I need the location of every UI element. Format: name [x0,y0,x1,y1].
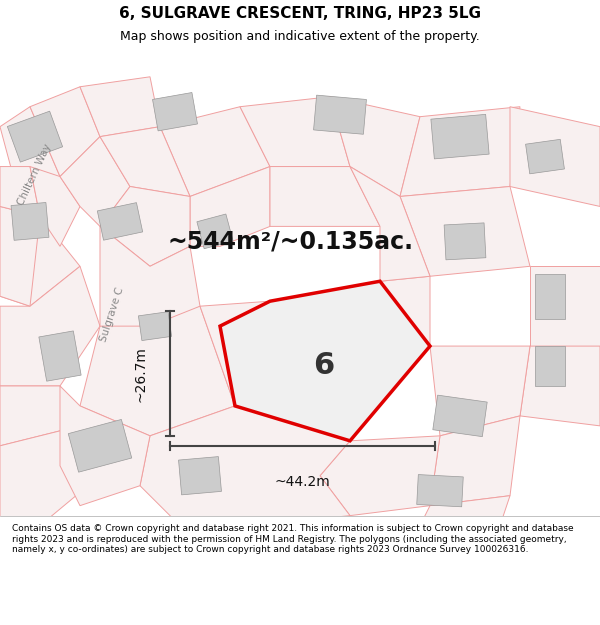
Polygon shape [0,107,60,201]
Polygon shape [140,406,350,526]
Polygon shape [526,139,565,174]
Polygon shape [97,202,143,240]
Polygon shape [535,274,565,319]
Polygon shape [417,474,463,507]
Polygon shape [313,381,367,431]
Polygon shape [350,166,430,281]
Text: ~544m²/~0.135ac.: ~544m²/~0.135ac. [167,229,413,253]
Polygon shape [197,214,233,249]
Polygon shape [530,266,600,346]
Polygon shape [520,346,600,426]
Polygon shape [80,306,235,436]
Polygon shape [0,266,100,386]
Polygon shape [240,97,350,166]
Polygon shape [430,346,530,436]
Text: ~26.7m: ~26.7m [133,346,147,402]
Text: 6: 6 [314,351,335,380]
Polygon shape [39,331,81,381]
Polygon shape [320,436,440,516]
Polygon shape [0,166,40,216]
Polygon shape [433,395,487,437]
Polygon shape [314,95,367,134]
Polygon shape [60,137,130,226]
Polygon shape [0,206,40,306]
Text: ~44.2m: ~44.2m [274,475,330,489]
Polygon shape [179,457,221,495]
Polygon shape [330,97,420,196]
Polygon shape [139,312,172,341]
Polygon shape [152,92,197,131]
Polygon shape [400,186,530,276]
Text: 6, SULGRAVE CRESCENT, TRING, HP23 5LG: 6, SULGRAVE CRESCENT, TRING, HP23 5LG [119,6,481,21]
Polygon shape [100,127,190,196]
Text: Chiltern Way: Chiltern Way [16,142,53,207]
Polygon shape [535,346,565,386]
Polygon shape [60,386,150,506]
Polygon shape [220,281,430,441]
Polygon shape [0,386,80,446]
Text: Contains OS data © Crown copyright and database right 2021. This information is : Contains OS data © Crown copyright and d… [12,524,574,554]
Polygon shape [400,107,520,196]
Polygon shape [431,114,489,159]
Polygon shape [100,186,190,266]
Polygon shape [30,166,80,246]
Polygon shape [420,496,510,526]
Polygon shape [80,77,160,137]
Text: Map shows position and indicative extent of the property.: Map shows position and indicative extent… [120,30,480,43]
Polygon shape [444,223,486,260]
Polygon shape [100,226,200,326]
Polygon shape [160,107,270,196]
Text: Sulgrave C: Sulgrave C [98,286,125,342]
Polygon shape [200,276,430,441]
Polygon shape [11,202,49,241]
Polygon shape [190,166,270,246]
Polygon shape [0,216,80,306]
Polygon shape [430,416,520,506]
Polygon shape [30,87,100,176]
Polygon shape [510,107,600,206]
Polygon shape [7,111,62,162]
Polygon shape [0,426,100,526]
Polygon shape [270,166,380,226]
Polygon shape [68,419,132,472]
